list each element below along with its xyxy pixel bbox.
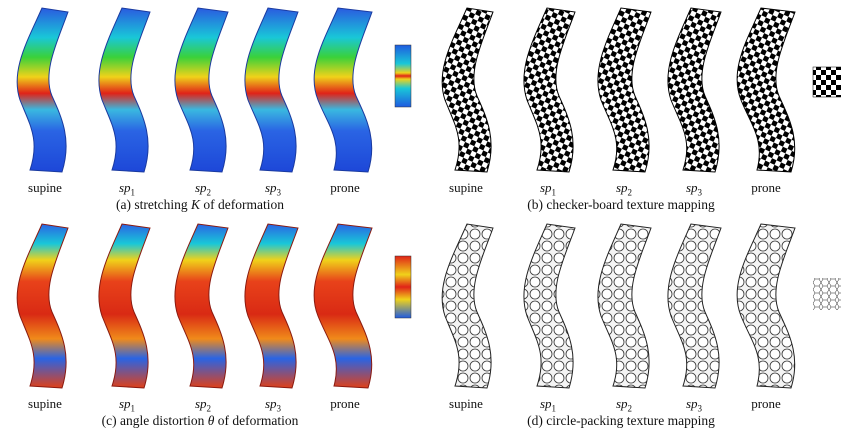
colon-shape-prone — [313, 223, 373, 389]
panel-c: supine sp1 sp2 sp3 prone (c) angle disto… — [0, 216, 420, 431]
colon-shape-prone — [736, 223, 796, 389]
label-sp3: sp3 — [264, 180, 282, 198]
colon-shape-sp1 — [98, 223, 151, 389]
colon-shape-supine — [441, 223, 494, 389]
colon-shape-sp3 — [244, 7, 299, 173]
label-supine: supine — [28, 396, 62, 411]
colon-shape-sp3 — [667, 223, 722, 389]
label-sp2: sp2 — [194, 180, 212, 198]
label-sp3: sp3 — [685, 180, 703, 198]
stretching-colorbar — [394, 44, 412, 108]
colon-shape-prone — [313, 7, 373, 173]
label-sp2: sp2 — [615, 396, 633, 414]
colon-shape-sp2 — [174, 7, 229, 173]
panel-d-art — [441, 223, 841, 389]
colon-shape-sp2 — [597, 7, 652, 173]
label-sp1: sp1 — [118, 396, 136, 414]
label-sp2: sp2 — [615, 180, 633, 198]
panel-c-art — [16, 223, 412, 389]
panel-b: supine sp1 sp2 sp3 prone (b) checker-boa… — [421, 0, 841, 215]
label-supine: supine — [449, 396, 483, 411]
caption-c: (c) angle distortion θ of deformation — [101, 413, 299, 428]
caption-d: (d) circle-packing texture mapping — [527, 413, 715, 428]
label-prone: prone — [330, 180, 360, 195]
label-sp1: sp1 — [118, 180, 136, 198]
colon-shape-sp2 — [174, 223, 229, 389]
label-sp2: sp2 — [194, 396, 212, 414]
colon-shape-sp1 — [98, 7, 151, 173]
label-sp1: sp1 — [539, 396, 557, 414]
label-prone: prone — [330, 396, 360, 411]
colon-shape-sp3 — [244, 223, 299, 389]
label-sp3: sp3 — [685, 396, 703, 414]
colon-shape-supine — [441, 7, 494, 173]
label-supine: supine — [28, 180, 62, 195]
label-supine: supine — [449, 180, 483, 195]
angle-colorbar — [394, 255, 412, 319]
caption-b: (b) checker-board texture mapping — [527, 197, 715, 212]
label-sp1: sp1 — [539, 180, 557, 198]
checker-legend — [812, 66, 841, 98]
panel-b-art — [441, 7, 841, 173]
hexagon-legend — [813, 278, 841, 310]
colon-shape-sp2 — [597, 223, 652, 389]
panel-d: supine sp1 sp2 sp3 prone (d) circle-pack… — [421, 216, 841, 431]
colon-shape-supine — [16, 7, 69, 173]
colon-shape-sp1 — [523, 7, 576, 173]
panel-a-art — [16, 7, 412, 173]
colon-shape-sp1 — [523, 223, 576, 389]
colon-shape-prone — [736, 7, 796, 173]
caption-a: (a) stretching K of deformation — [116, 197, 284, 212]
colon-shape-sp3 — [667, 7, 722, 173]
panel-a: supine sp1 sp2 sp3 prone (a) stretching … — [0, 0, 420, 215]
label-sp3: sp3 — [264, 396, 282, 414]
colon-shape-supine — [16, 223, 69, 389]
label-prone: prone — [751, 396, 781, 411]
label-prone: prone — [751, 180, 781, 195]
